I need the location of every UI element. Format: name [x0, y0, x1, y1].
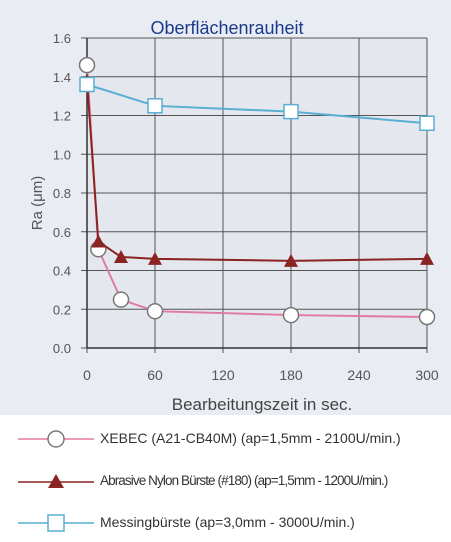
y-tick-label: 1.2	[53, 109, 71, 124]
series-line-square	[86, 83, 428, 125]
x-tick-label: 120	[211, 367, 235, 383]
y-tick-label: 0.4	[53, 264, 71, 279]
data-point-triangle	[114, 249, 128, 263]
chart-legend: XEBEC (A21-CB40M) (ap=1,5mm - 2100U/min.…	[0, 415, 451, 542]
series-square	[79, 76, 435, 131]
legend-triangle-marker-icon	[18, 474, 94, 488]
x-tick-label: 240	[347, 367, 371, 383]
data-point-circle	[282, 306, 300, 324]
legend-circle-marker-icon	[18, 430, 94, 448]
legend-item-brass-brush: Messingbürste (ap=3,0mm - 3000U/min.)	[0, 511, 451, 535]
legend-label-xebec: XEBEC (A21-CB40M) (ap=1,5mm - 2100U/min.…	[100, 430, 401, 446]
data-point-square	[79, 76, 95, 93]
legend-square-marker-icon	[18, 514, 94, 532]
y-tick-label: 0.0	[53, 341, 71, 356]
legend-label-brass-brush: Messingbürste (ap=3,0mm - 3000U/min.)	[100, 514, 355, 530]
data-point-square	[419, 115, 435, 131]
data-point-circle	[418, 308, 436, 326]
series-layer	[78, 56, 436, 326]
legend-label-nylon-brush: Abrasive Nylon Bürste (#180) (ap=1,5mm -…	[100, 473, 388, 488]
x-axis-label: Bearbeitungszeit in sec.	[172, 395, 353, 414]
data-point-circle	[78, 56, 96, 74]
axis-layer: 0.0 0.2 0.4 0.6 0.8 1.0 1.2 1.4 1.6 0 60 120 180 240 3…	[53, 31, 439, 383]
data-point-circle	[112, 291, 130, 308]
line-chart: 0.0 0.2 0.4 0.6 0.8 1.0 1.2 1.4 1.6 0 60 120 180 240 3…	[29, 18, 439, 414]
y-tick-label: 1.0	[53, 147, 71, 162]
data-point-triangle	[284, 253, 298, 267]
y-tick-label: 0.8	[53, 186, 71, 201]
series-line-triangle	[86, 80, 428, 262]
x-tick-label: 0	[83, 367, 91, 383]
data-point-circle	[146, 302, 164, 320]
legend-item-nylon-brush: Abrasive Nylon Bürste (#180) (ap=1,5mm -…	[0, 470, 451, 494]
data-point-square	[283, 103, 299, 120]
data-point-triangle	[148, 251, 162, 265]
data-point-square	[147, 98, 163, 114]
data-point-triangle	[420, 251, 434, 265]
legend-item-xebec: XEBEC (A21-CB40M) (ap=1,5mm - 2100U/min.…	[0, 427, 451, 451]
y-tick-label: 0.2	[53, 302, 71, 317]
x-tick-label: 300	[415, 367, 439, 383]
chart-panel: 0.0 0.2 0.4 0.6 0.8 1.0 1.2 1.4 1.6 0 60 120 180 240 3…	[0, 0, 451, 415]
y-tick-label: 0.6	[53, 225, 71, 240]
chart-title: Oberflächenrauheit	[150, 18, 303, 38]
data-point-triangle	[91, 234, 106, 248]
y-axis-label: Ra (μm)	[29, 176, 46, 230]
y-tick-label: 1.4	[53, 70, 71, 85]
x-tick-label: 180	[279, 367, 303, 383]
grid-layer	[86, 37, 428, 349]
x-tick-label: 60	[147, 367, 163, 383]
y-tick-label: 1.6	[53, 31, 71, 46]
